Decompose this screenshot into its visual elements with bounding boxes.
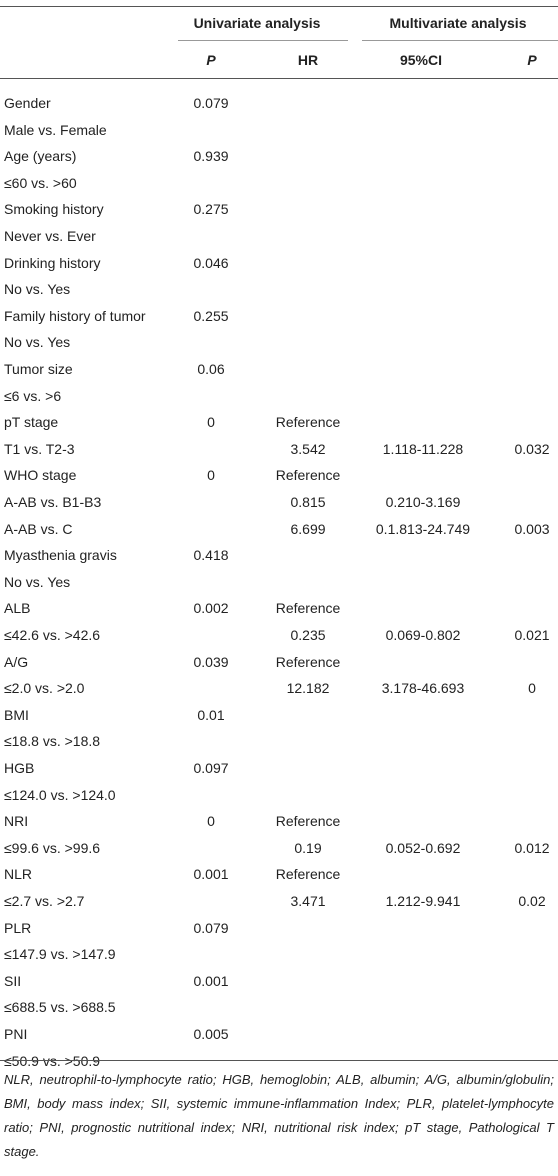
univariate-p: 0.097 [193, 760, 229, 776]
row-label: Age (years) [4, 148, 77, 165]
confidence-interval: 0.1.813-24.749 [375, 520, 471, 537]
row-label: A-AB vs. C [4, 520, 73, 537]
multivariate-p: 0.02 [518, 893, 546, 909]
row-label: ≤2.7 vs. >2.7 [4, 893, 85, 909]
row-label: PLR [4, 919, 32, 936]
univariate-p: 0.005 [193, 1026, 229, 1042]
hazard-ratio: Reference [275, 653, 341, 670]
univariate-p: 0 [207, 414, 215, 431]
multivariate-p: 0 [528, 680, 536, 697]
hazard-ratio: Reference [275, 866, 341, 883]
hazard-ratio: 6.699 [290, 520, 326, 537]
univariate-p: 0.039 [193, 653, 229, 670]
univariate-p: 0.001 [193, 866, 229, 883]
column-header: P [206, 52, 216, 68]
row-label: Drinking history [4, 254, 101, 271]
hazard-ratio: Reference [275, 467, 341, 484]
hazard-ratio: 3.542 [290, 440, 326, 457]
univariate-p: 0.001 [193, 972, 229, 989]
hazard-ratio: Reference [275, 600, 341, 617]
column-header: P [527, 52, 537, 68]
header-rule [0, 78, 558, 79]
row-label: Family history of tumor [4, 307, 146, 324]
hazard-ratio: 12.182 [286, 680, 330, 697]
multivariate-p: 0.012 [514, 839, 550, 856]
multivariate-p: 0.032 [514, 440, 550, 457]
row-label: No vs. Yes [4, 334, 71, 351]
row-label: T1 vs. T2-3 [4, 440, 75, 457]
row-label: Male vs. Female [4, 121, 107, 138]
row-label: No vs. Yes [4, 573, 71, 590]
univariate-p: 0.002 [193, 600, 229, 617]
group-rule [362, 40, 558, 41]
row-label: ≤60 vs. >60 [4, 174, 77, 191]
column-header: 95%CI [399, 52, 443, 68]
row-label: Smoking history [4, 201, 104, 218]
row-label: SII [4, 972, 22, 989]
hazard-ratio: 0.235 [290, 627, 326, 643]
confidence-interval: 0.052-0.692 [385, 839, 461, 856]
row-label: ≤42.6 vs. >42.6 [4, 627, 101, 643]
hazard-ratio: Reference [275, 414, 341, 431]
hazard-ratio: 0.19 [294, 839, 322, 856]
row-label: ≤2.0 vs. >2.0 [4, 680, 85, 697]
row-label: A/G [4, 653, 29, 670]
confidence-interval: 3.178-46.693 [381, 680, 465, 697]
univariate-p: 0.079 [193, 95, 229, 111]
group-rule [178, 40, 348, 41]
row-label: ≤99.6 vs. >99.6 [4, 839, 101, 856]
univariate-p: 0.06 [197, 361, 225, 377]
row-label: Tumor size [4, 361, 73, 377]
univariate-p: 0.079 [193, 919, 229, 936]
univariate-p: 0.046 [193, 254, 229, 271]
bottom-rule [0, 1060, 558, 1061]
row-label: ALB [4, 600, 31, 617]
row-label: PNI [4, 1026, 28, 1042]
row-label: Myasthenia gravis [4, 547, 117, 564]
row-label: ≤18.8 vs. >18.8 [4, 733, 101, 750]
group-header: Multivariate analysis [389, 15, 527, 31]
confidence-interval: 1.118-11.228 [382, 440, 464, 457]
hazard-ratio: 3.471 [290, 893, 326, 909]
univariate-p: 0.01 [197, 706, 225, 723]
column-header: HR [297, 52, 319, 68]
row-label: ≤688.5 vs. >688.5 [4, 999, 116, 1016]
confidence-interval: 0.069-0.802 [385, 627, 461, 643]
multivariate-p: 0.003 [514, 520, 550, 537]
hazard-ratio: Reference [275, 813, 341, 830]
confidence-interval: 0.210-3.169 [385, 494, 461, 510]
row-label: ≤124.0 vs. >124.0 [4, 786, 116, 803]
row-label: ≤6 vs. >6 [4, 387, 62, 404]
row-label: NLR [4, 866, 33, 883]
univariate-p: 0.275 [193, 201, 229, 218]
row-label: A-AB vs. B1-B3 [4, 494, 102, 510]
univariate-p: 0.939 [193, 148, 229, 165]
univariate-p: 0.255 [193, 307, 229, 324]
row-label: NRI [4, 813, 29, 830]
multivariate-p: 0.021 [514, 627, 550, 643]
footnote: NLR, neutrophil-to-lymphocyte ratio; HGB… [4, 1072, 554, 1159]
group-header: Univariate analysis [193, 15, 321, 31]
row-label: ≤147.9 vs. >147.9 [4, 946, 116, 963]
top-rule [0, 6, 558, 7]
row-label: Gender [4, 95, 51, 111]
row-label: Never vs. Ever [4, 228, 96, 244]
univariate-p: 0.418 [193, 547, 229, 564]
univariate-p: 0 [207, 813, 215, 830]
row-label: HGB [4, 760, 35, 776]
row-label: No vs. Yes [4, 281, 71, 298]
row-label: WHO stage [4, 467, 77, 484]
row-label: pT stage [4, 414, 59, 431]
hazard-ratio: 0.815 [290, 494, 326, 510]
univariate-p: 0 [207, 467, 215, 484]
row-label: BMI [4, 706, 29, 723]
confidence-interval: 1.212-9.941 [385, 893, 461, 909]
